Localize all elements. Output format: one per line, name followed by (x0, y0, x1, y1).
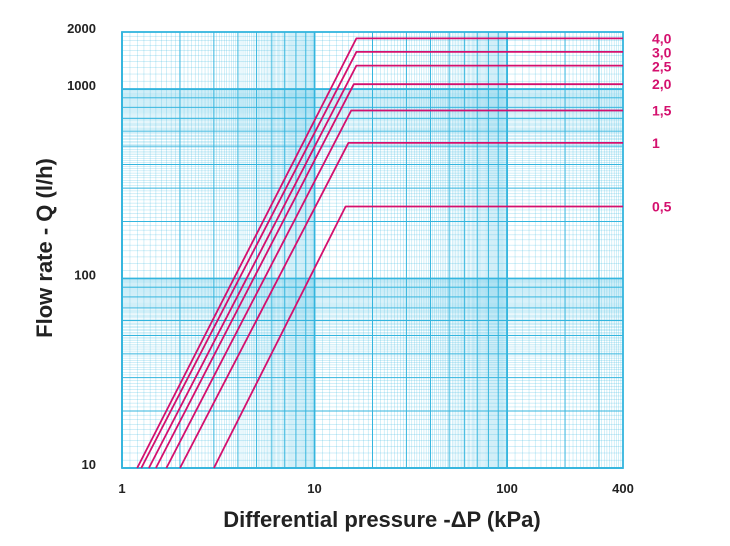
y-tick-label: 1000 (67, 78, 96, 93)
y-tick-label: 2000 (67, 21, 96, 36)
series-line-1 (179, 141, 623, 469)
x-axis-title: Differential pressure -ΔP (kPa) (223, 507, 540, 532)
series-line-0-5 (213, 205, 623, 469)
series-label: 3,0 (652, 44, 672, 60)
y-tick-labels: 10 100 1000 2000 (67, 21, 96, 472)
series-label: 2,0 (652, 76, 672, 92)
chart-grid (121, 31, 624, 469)
series-line-2-5 (148, 64, 623, 469)
y-tick-label: 10 (82, 457, 96, 472)
chart-series (136, 37, 623, 469)
x-tick-label: 400 (612, 481, 634, 496)
x-tick-labels: 1 10 100 400 (118, 481, 633, 496)
series-line-1-5 (165, 109, 623, 469)
y-tick-label: 100 (74, 268, 96, 283)
plot-frame (121, 31, 624, 469)
series-label: 2,5 (652, 58, 672, 74)
series-line-2-0 (155, 83, 623, 469)
x-tick-label: 10 (307, 481, 321, 496)
x-tick-label: 1 (118, 481, 125, 496)
series-labels: 4,03,02,5 2,0 1,5 1 0,5 (652, 30, 672, 214)
series-label: 1,5 (652, 103, 672, 119)
series-line-3-0 (140, 51, 623, 469)
series-label: 4,0 (652, 30, 672, 46)
series-line-4-0 (136, 37, 623, 469)
series-label: 1 (652, 135, 660, 151)
series-label: 0,5 (652, 198, 672, 214)
y-axis-title: Flow rate - Q (l/h) (32, 158, 57, 338)
x-tick-label: 100 (496, 481, 518, 496)
